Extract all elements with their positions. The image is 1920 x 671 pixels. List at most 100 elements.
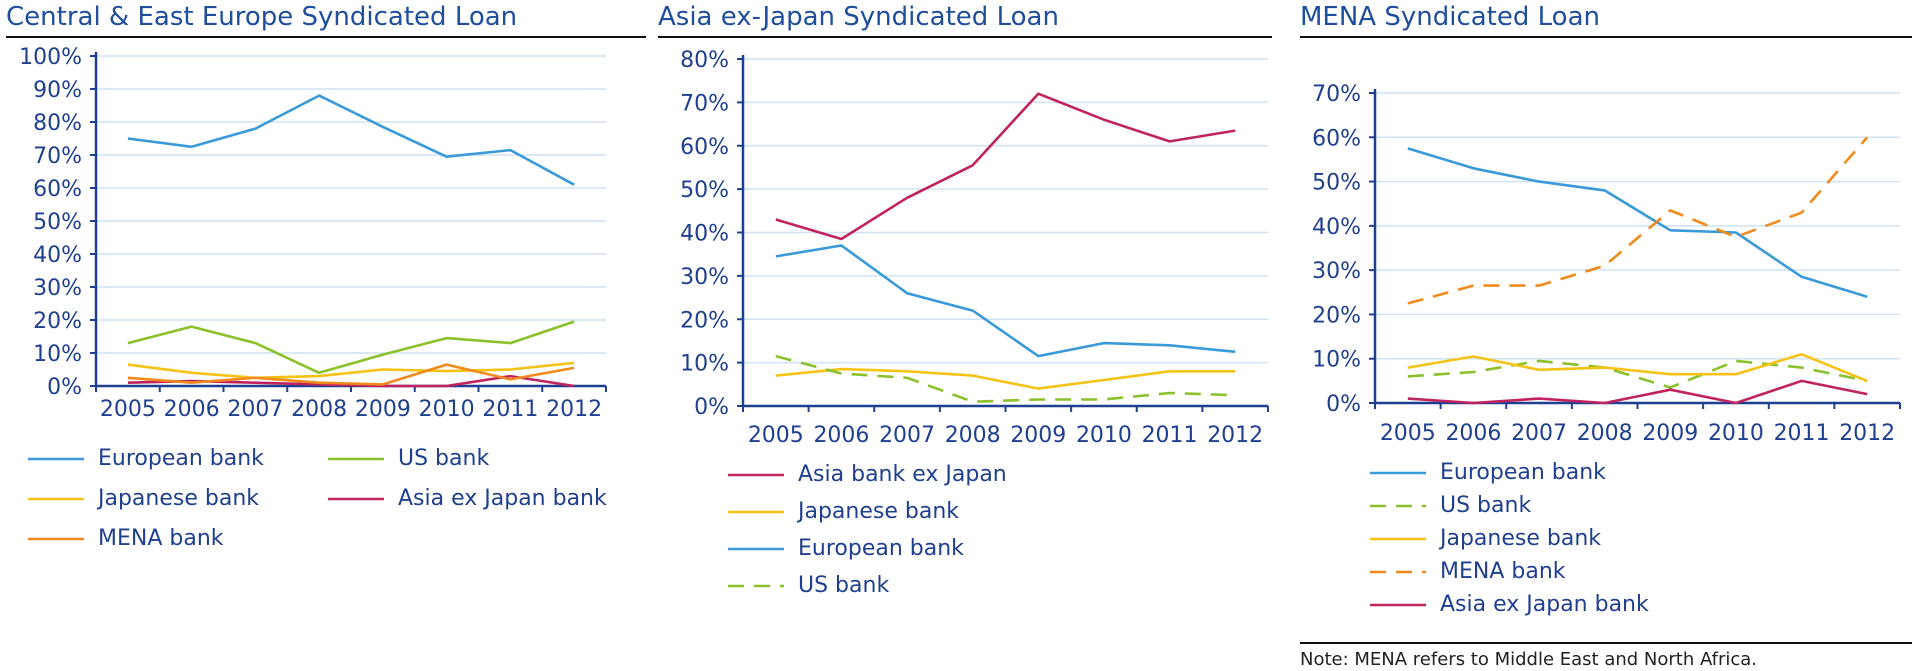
legend-swatch	[1370, 603, 1426, 606]
legend-label: Japanese bank	[98, 486, 260, 511]
legend-item: US bank	[728, 573, 889, 598]
series-line-asia-ex-japan-bank	[1407, 379, 1868, 405]
legend-item: Japanese bank	[28, 486, 259, 511]
legend-swatch	[728, 547, 784, 550]
y-tick-label: 40%	[33, 243, 82, 268]
legend-label: European bank	[98, 446, 264, 471]
legend-swatch	[28, 537, 84, 540]
legend-item: US bank	[1370, 493, 1531, 518]
x-tick-label: 2010	[1708, 421, 1764, 446]
legend-swatch	[328, 457, 384, 460]
line-chart-asia: 0% 10% 20% 30% 40% 50% 60% 70% 80% 2005 2006 2007 20…	[680, 48, 1269, 448]
line-chart-cee: 0% 10% 20% 30% 40% 50% 60% 70% 80% 90% 100% 2005 200…	[19, 45, 607, 422]
y-tick-label: 10%	[33, 342, 82, 367]
y-tick-label: 70%	[1312, 82, 1361, 107]
series-line-japanese-bank	[127, 361, 575, 380]
chart-title: Asia ex-Japan Syndicated Loan	[658, 2, 1059, 32]
legend-item: US bank	[328, 446, 489, 471]
y-tick-label: 0%	[47, 375, 82, 400]
x-tick-label: 2008	[945, 423, 1001, 448]
legend-item: Asia ex Japan bank	[328, 486, 607, 511]
x-tick-label: 2007	[227, 397, 283, 422]
legend-item: Japanese bank	[1370, 526, 1601, 551]
chart-panel-asia: Asia ex-Japan Syndicated Loan 0% 10% 20% 30…	[658, 0, 1278, 671]
y-tick-label: 60%	[1312, 126, 1361, 151]
y-tick-label: 20%	[33, 309, 82, 334]
x-tick-label: 2011	[482, 397, 538, 422]
legend-label: European bank	[1440, 460, 1606, 485]
x-tick-label: 2005	[1380, 421, 1436, 446]
legend-item: Japanese bank	[728, 499, 959, 524]
legend-swatch	[1370, 471, 1426, 474]
legend-label: US bank	[398, 446, 490, 471]
legend-label: Asia bank ex Japan	[798, 462, 1007, 487]
legend-swatch	[28, 497, 84, 500]
note-rule	[1300, 642, 1912, 644]
series-line-mena-bank	[127, 363, 575, 386]
legend: European bank US bank Japanese bank MENA ba…	[1370, 460, 1830, 630]
legend-swatch	[28, 457, 84, 460]
series-line-japanese-bank	[775, 367, 1236, 390]
series-line-japanese-bank	[1407, 352, 1868, 383]
legend-label: Asia ex Japan bank	[398, 486, 607, 511]
series-line-european-bank	[1407, 147, 1868, 298]
y-tick-label: 0%	[1326, 392, 1361, 417]
x-tick-label: 2008	[291, 397, 347, 422]
legend-swatch	[1370, 504, 1426, 507]
y-tick-label: 10%	[1312, 348, 1361, 373]
legend-item: European bank	[28, 446, 264, 471]
chart-panel-mena: MENA Syndicated Loan 0% 10% 20% 30% 40% 50% 60…	[1300, 0, 1912, 671]
legend-item: MENA bank	[28, 526, 224, 551]
y-tick-label: 0%	[694, 395, 729, 420]
series-line-asia-bank-ex-japan	[775, 92, 1236, 241]
series-line-us-bank	[1407, 359, 1868, 389]
footnote: Note: MENA refers to Middle East and Nor…	[1300, 649, 1758, 670]
chart-title: MENA Syndicated Loan	[1300, 2, 1600, 32]
y-tick-label: 60%	[33, 177, 82, 202]
legend-swatch	[728, 510, 784, 513]
y-tick-label: 80%	[680, 48, 729, 73]
series-line-mena-bank	[1407, 136, 1869, 305]
y-tick-label: 30%	[33, 276, 82, 301]
legend-label: European bank	[798, 536, 964, 561]
legend-swatch	[728, 473, 784, 476]
y-tick-label: 50%	[680, 178, 729, 203]
y-tick-label: 90%	[33, 78, 82, 103]
legend-item: Asia bank ex Japan	[728, 462, 1007, 487]
y-tick-label: 100%	[19, 45, 82, 70]
x-tick-label: 2009	[1010, 423, 1066, 448]
title-rule	[658, 36, 1272, 38]
x-tick-label: 2006	[813, 423, 869, 448]
y-tick-label: 80%	[33, 111, 82, 136]
x-tick-label: 2007	[879, 423, 935, 448]
legend-item: European bank	[728, 536, 964, 561]
y-tick-label: 50%	[1312, 171, 1361, 196]
x-tick-label: 2006	[164, 397, 220, 422]
x-tick-label: 2009	[355, 397, 411, 422]
legend-swatch	[1370, 537, 1426, 540]
series-line-us-bank	[127, 320, 575, 375]
legend-swatch	[728, 584, 784, 587]
x-tick-label: 2010	[1076, 423, 1132, 448]
x-tick-label: 2008	[1577, 421, 1633, 446]
series-line-us-bank	[775, 354, 1236, 404]
x-tick-label: 2010	[419, 397, 475, 422]
y-tick-label: 50%	[33, 210, 82, 235]
y-tick-label: 10%	[680, 352, 729, 377]
title-rule	[1300, 36, 1912, 38]
legend-item: European bank	[1370, 460, 1606, 485]
line-chart-mena: 0% 10% 20% 30% 40% 50% 60% 70% 2005 2006 2007 2008 2…	[1312, 82, 1901, 446]
x-tick-label: 2005	[748, 423, 804, 448]
x-tick-label: 2012	[546, 397, 602, 422]
y-tick-label: 70%	[33, 144, 82, 169]
x-tick-label: 2005	[100, 397, 156, 422]
x-tick-label: 2009	[1642, 421, 1698, 446]
legend-swatch	[1370, 570, 1426, 573]
title-rule	[6, 36, 646, 38]
series-line-european-bank	[775, 244, 1236, 358]
legend-label: MENA bank	[1440, 559, 1566, 584]
y-tick-label: 30%	[680, 265, 729, 290]
x-tick-label: 2007	[1511, 421, 1567, 446]
y-tick-label: 70%	[680, 91, 729, 116]
series-line-european-bank	[127, 94, 575, 186]
